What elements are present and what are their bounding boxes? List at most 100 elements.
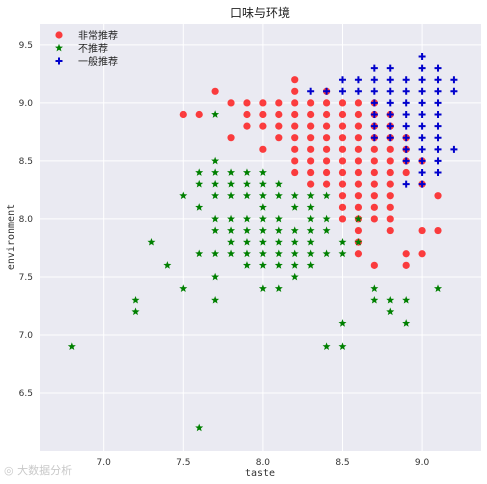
plus-point [307, 87, 315, 95]
plus-point [450, 87, 458, 95]
plus-point [370, 64, 378, 72]
plus-point [434, 157, 442, 165]
plus-point [418, 111, 426, 119]
star-point [227, 179, 236, 188]
y-tick-label: 6.5 [19, 389, 33, 399]
circle-point [291, 122, 299, 130]
plus-point [370, 76, 378, 84]
circle-point [322, 122, 331, 130]
circle-point [243, 99, 251, 107]
circle-point [322, 134, 331, 142]
star-point [227, 168, 236, 176]
star-point [258, 237, 267, 246]
star-point [402, 319, 411, 327]
y-tick-label: 7.5 [19, 273, 33, 283]
circle-point [307, 122, 315, 130]
circle-point [307, 134, 315, 142]
circle-point [338, 203, 347, 211]
star-point [258, 214, 267, 223]
circle-point [195, 110, 203, 119]
plus-point [402, 134, 410, 142]
legend-marker [55, 57, 63, 65]
circle-point [275, 110, 283, 119]
plus-point [402, 99, 410, 107]
plus-point [402, 145, 410, 153]
star-point [242, 237, 251, 246]
star-point [258, 226, 267, 234]
circle-point [386, 215, 394, 223]
plus-point [354, 87, 362, 95]
star-point [211, 272, 220, 281]
y-tick-label: 9.5 [19, 41, 33, 51]
star-point [338, 237, 347, 246]
circle-point [338, 168, 347, 177]
star-point [258, 168, 267, 176]
data-points [67, 52, 458, 432]
star-point [274, 284, 283, 292]
circle-point [291, 168, 299, 177]
star-point [370, 284, 379, 292]
plus-point [370, 134, 378, 142]
plus-point [386, 99, 394, 107]
plus-point [434, 87, 442, 95]
circle-point [227, 134, 235, 142]
plus-point [418, 76, 426, 84]
star-point [211, 179, 220, 188]
star-point [274, 191, 283, 200]
circle-point [275, 134, 283, 142]
circle-point [354, 157, 363, 165]
star-point [258, 203, 267, 211]
circle-point [259, 145, 267, 153]
circle-point [243, 110, 251, 119]
circle-point [354, 122, 363, 130]
star-point [195, 179, 204, 188]
star-point [227, 249, 236, 258]
star-point [322, 249, 331, 258]
circle-point [211, 87, 219, 95]
star-point [290, 226, 299, 234]
circle-point [275, 122, 283, 130]
circle-point [402, 250, 410, 258]
plus-point [434, 76, 442, 84]
plus-point [418, 99, 426, 107]
circle-point [370, 215, 378, 223]
circle-point [370, 180, 378, 188]
star-point [131, 307, 140, 316]
x-tick-label: 9.0 [415, 458, 430, 468]
x-tick-label: 8.0 [256, 458, 271, 468]
circle-point [322, 180, 331, 188]
circle-point [370, 157, 378, 165]
circle-point [307, 110, 315, 119]
circle-point [354, 168, 363, 177]
star-point [242, 168, 251, 176]
plus-point [370, 99, 378, 107]
circle-point [338, 134, 347, 142]
circle-point [370, 168, 378, 177]
star-point [242, 214, 251, 223]
circle-point [386, 157, 394, 165]
circle-point [307, 99, 315, 107]
star-point [274, 249, 283, 258]
circle-point [322, 145, 331, 153]
star-point [274, 226, 283, 234]
circle-point [243, 122, 251, 130]
star-point [211, 168, 220, 176]
star-point [211, 214, 220, 223]
plus-point [418, 64, 426, 72]
plus-point [418, 145, 426, 153]
plus-point [338, 76, 346, 84]
series-circle [179, 76, 442, 269]
circle-point [291, 87, 299, 95]
legend-label: 非常推荐 [78, 29, 118, 42]
star-point [274, 179, 283, 188]
y-tick-label: 8.5 [19, 157, 33, 167]
series-star [67, 110, 443, 432]
star-point [306, 249, 315, 258]
star-point [211, 110, 220, 118]
plus-point [450, 76, 458, 84]
circle-point [338, 110, 347, 119]
x-tick-labels: 7.0 7.5 8.0 8.5 9.0 [97, 458, 430, 468]
star-point [306, 203, 315, 211]
star-point [322, 226, 331, 234]
